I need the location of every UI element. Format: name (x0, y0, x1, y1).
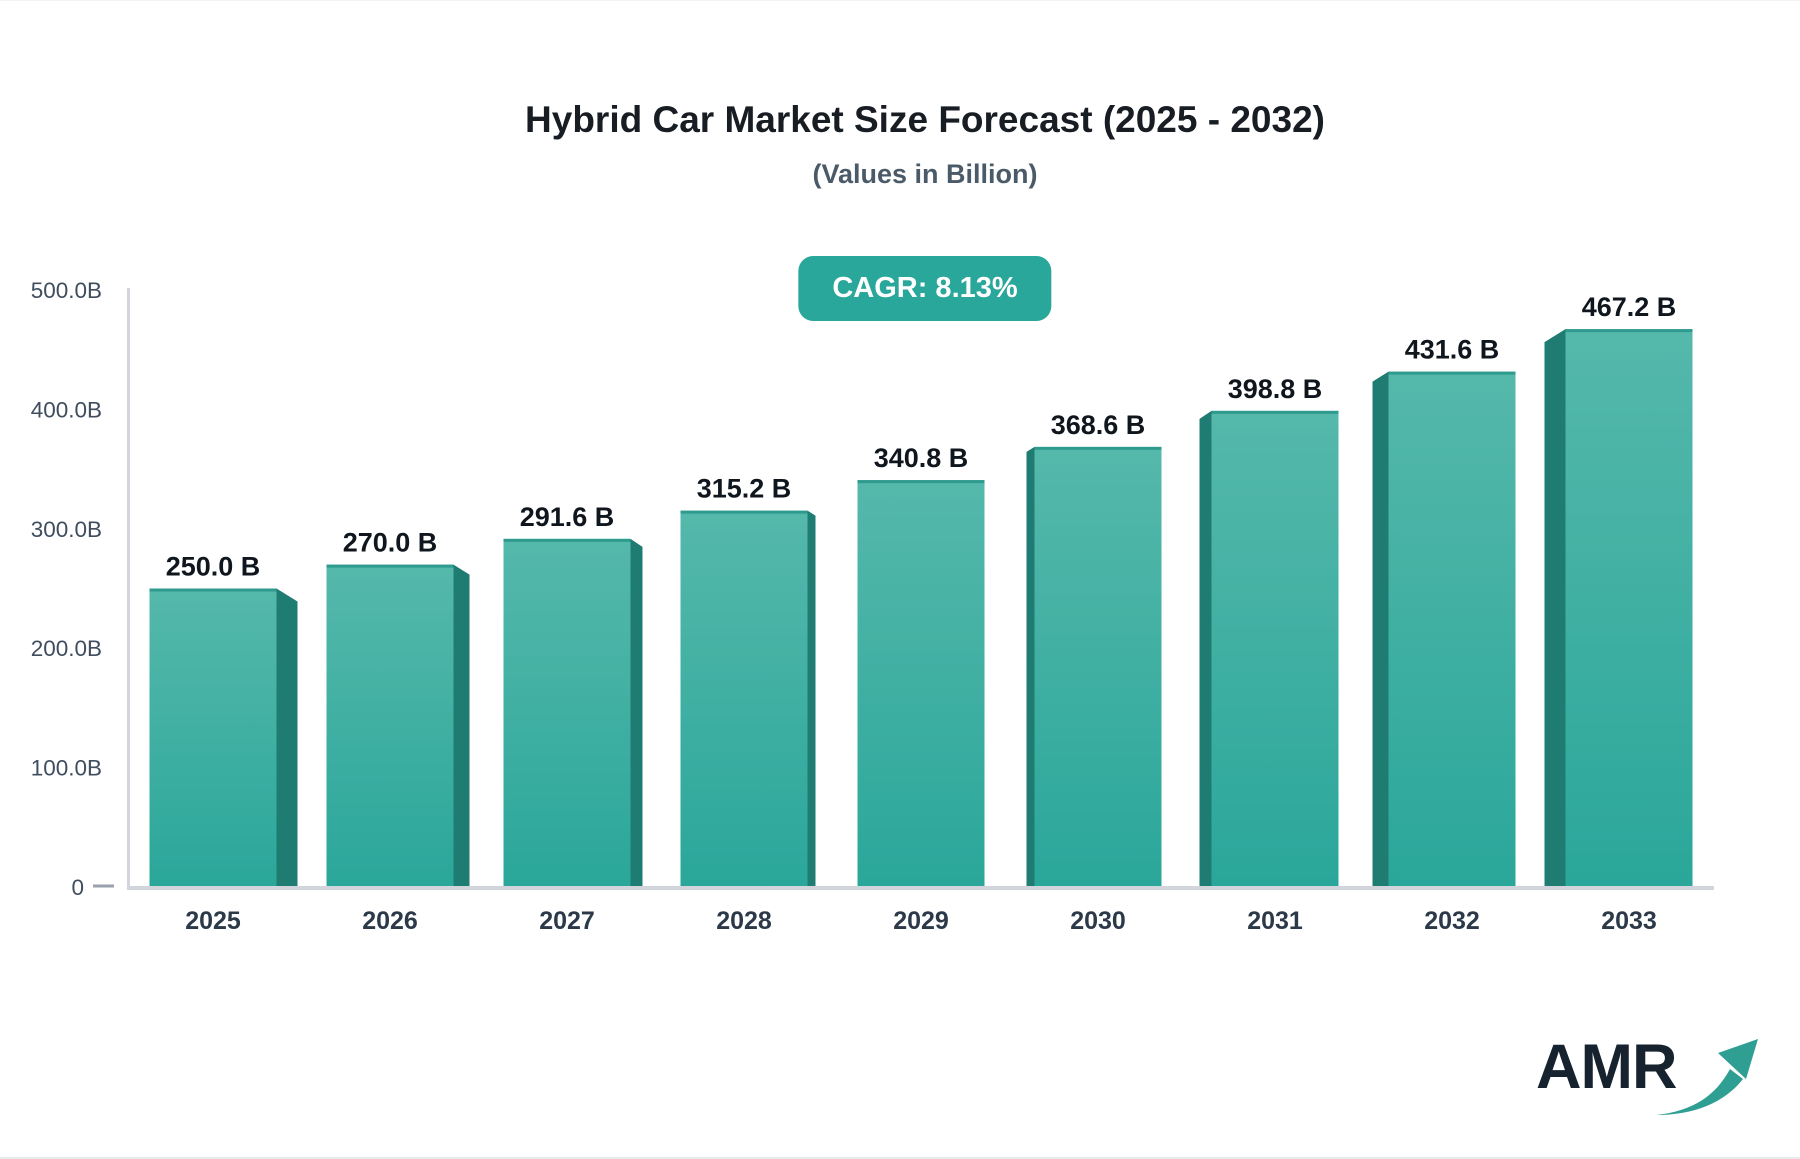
x-tick-label: 2030 (1070, 907, 1126, 935)
axis-layer (93, 288, 1714, 890)
labels-layer: 250.0 B 2025 270.0 B 2026 291.6 B 2027 315.2 B… (31, 278, 1677, 935)
x-tick-label: 2031 (1247, 907, 1303, 935)
bar (1034, 446, 1162, 887)
bar-value-label: 368.6 B (1051, 410, 1146, 440)
x-tick-label: 2028 (716, 907, 772, 935)
y-tick-label: 500.0B (31, 278, 102, 303)
bar-side-face (276, 588, 298, 887)
bar (1211, 410, 1339, 887)
y-tick-label: 300.0B (31, 517, 102, 542)
bar (680, 510, 808, 887)
x-tick-label: 2025 (185, 907, 241, 935)
bar (503, 538, 631, 887)
bar (857, 480, 985, 887)
bars-layer (149, 329, 1693, 888)
bar-side-face (807, 510, 816, 887)
bar-value-label: 270.0 B (343, 528, 438, 558)
bar-side-face (1544, 329, 1566, 887)
bar-side-face (1199, 410, 1212, 887)
bar-side-face (630, 538, 643, 887)
bar (1388, 371, 1516, 888)
amr-logo: AMR (1536, 1023, 1776, 1133)
bar (326, 564, 454, 887)
bar (1565, 329, 1693, 887)
bar-value-label: 340.8 B (874, 443, 969, 473)
bar (149, 588, 277, 887)
y-tick-label: 200.0B (31, 636, 102, 661)
bar-value-label: 467.2 B (1582, 292, 1677, 322)
x-tick-label: 2033 (1601, 907, 1657, 935)
cagr-badge: CAGR: 8.13% (798, 256, 1052, 321)
bar-value-label: 315.2 B (697, 474, 792, 504)
logo-text: AMR (1536, 1032, 1677, 1102)
bar-value-label: 431.6 B (1405, 335, 1500, 365)
y-tick-label: 0 (71, 875, 84, 900)
bar-side-face (1026, 446, 1035, 887)
y-tick-label: 100.0B (31, 756, 102, 781)
chart-subtitle: (Values in Billion) (812, 159, 1038, 189)
y-tick-label: 400.0B (31, 397, 102, 422)
bar-side-face (453, 564, 470, 887)
x-tick-label: 2029 (893, 907, 949, 935)
x-tick-label: 2026 (362, 907, 418, 935)
x-tick-label: 2032 (1424, 907, 1480, 935)
bar-side-face (1372, 371, 1389, 888)
growth-arrow-icon (1656, 1039, 1758, 1115)
bar-value-label: 250.0 B (166, 552, 261, 582)
chart-title: Hybrid Car Market Size Forecast (2025 - … (525, 99, 1325, 140)
x-tick-label: 2027 (539, 907, 595, 935)
bar-value-label: 291.6 B (520, 502, 615, 532)
bar-value-label: 398.8 B (1228, 374, 1323, 404)
